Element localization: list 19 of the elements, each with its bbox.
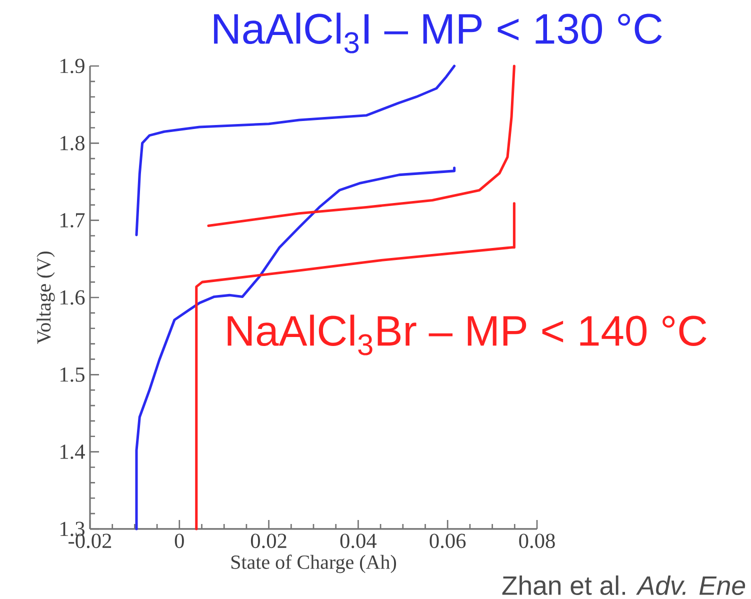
line-series xyxy=(135,64,456,236)
y-axis-title: Voltage (V) xyxy=(36,252,55,344)
series-label: NaAlCl$_{3}$I – MP < 130 °C xyxy=(214,12,662,54)
y-tick-label: 1.5 xyxy=(60,367,84,382)
text: NaAlCl$_{3}$Br – MP < 140 °C xyxy=(228,314,706,356)
y-tick-label: 1.4 xyxy=(60,444,85,460)
y-tick-label: 1.8 xyxy=(60,136,84,150)
y-tick-label: 1.6 xyxy=(60,290,85,305)
y-tick-label: 1.9 xyxy=(60,58,84,74)
line-series xyxy=(207,64,516,227)
x-tick-label: 0.04 xyxy=(340,534,377,548)
x-axis-title: State of Charge (Ah) xyxy=(231,554,396,574)
x-tick-label: 0.02 xyxy=(250,534,286,548)
y-tick-label: 1.7 xyxy=(60,213,85,228)
x-tick-label: 0.08 xyxy=(519,534,555,548)
text: Zhan et al. Adv. Ene xyxy=(502,575,746,596)
x-tick-label: 0.06 xyxy=(430,534,466,548)
x-tick-label: 0 xyxy=(174,534,184,548)
line-series xyxy=(135,166,456,530)
